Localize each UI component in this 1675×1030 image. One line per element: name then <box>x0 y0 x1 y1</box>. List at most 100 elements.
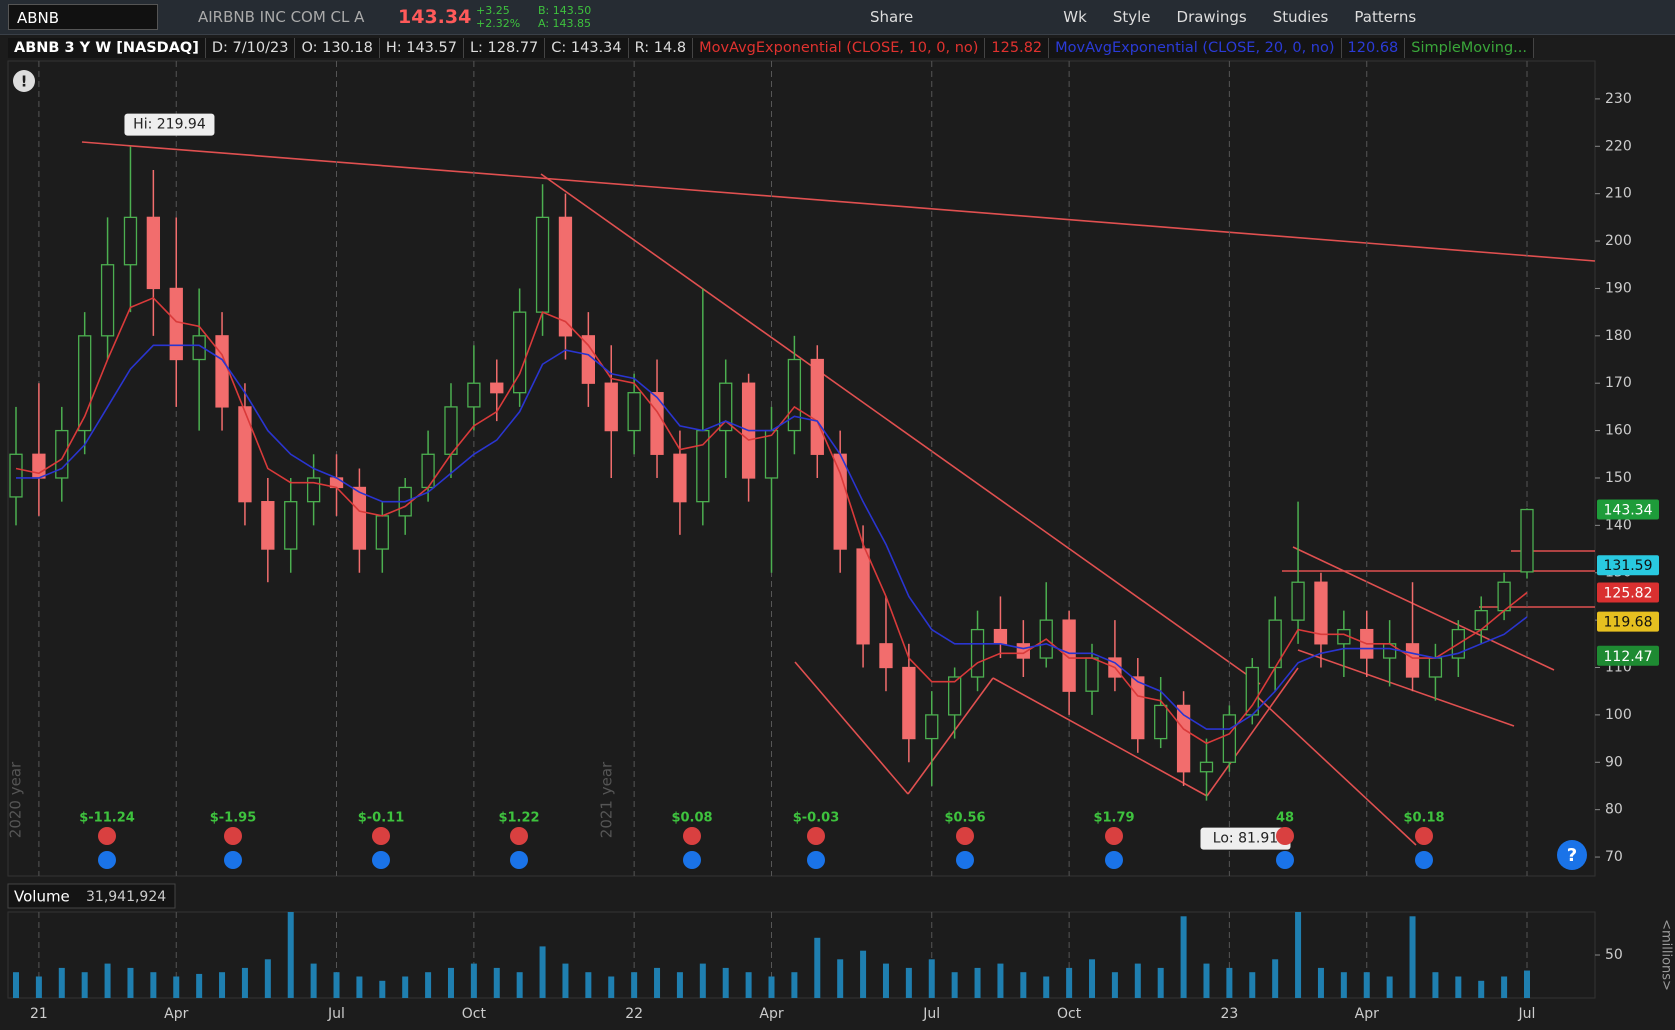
volume-bar <box>905 967 912 998</box>
volume-bar <box>676 972 683 998</box>
price-badge <box>1597 555 1659 576</box>
candle-body <box>627 392 641 432</box>
earnings-icon <box>683 827 701 845</box>
price-badge-label: 119.68 <box>1604 615 1653 631</box>
volume-bar <box>1455 976 1462 998</box>
help-icon: ? <box>1567 845 1577 866</box>
volume-bar <box>447 967 454 998</box>
candle-body <box>192 335 206 361</box>
earnings-icon <box>956 827 974 845</box>
candle-body <box>55 429 69 479</box>
study-label[interactable]: MovAvgExponential (CLOSE, 20, 0, no) <box>1049 38 1342 58</box>
candle-body <box>398 486 412 517</box>
volume-last: 31,941,924 <box>86 889 166 905</box>
open: O: 130.18 <box>295 38 380 58</box>
candle-body <box>948 676 962 716</box>
toolbar-button[interactable]: Drawings <box>1176 8 1247 26</box>
last-price: 143.34 <box>398 6 472 28</box>
volume-bar <box>13 972 19 998</box>
candle-body <box>1245 666 1259 716</box>
volume-header-box <box>7 883 176 909</box>
volume-bar <box>860 950 867 998</box>
candle-body <box>238 406 252 503</box>
candle-body <box>444 406 458 455</box>
volume-bar <box>356 976 363 998</box>
volume-bar <box>1226 967 1233 998</box>
candle-body <box>261 501 275 550</box>
volume-bar <box>1432 972 1439 998</box>
volume-bar <box>173 976 180 998</box>
x-tick-label: Apr <box>759 1006 783 1022</box>
help-button[interactable] <box>1557 840 1587 870</box>
earnings-icon <box>807 827 825 845</box>
annotation: Hi: 219.94 <box>133 117 206 133</box>
change-pct: +2.32% <box>476 17 521 30</box>
volume-bar <box>219 972 226 998</box>
volume-bar <box>654 967 661 998</box>
price-badge <box>1597 582 1659 603</box>
change: +3.25 <box>476 4 510 17</box>
earnings-label: $-11.24 <box>79 811 135 826</box>
candle-body <box>1428 657 1443 678</box>
symbol-input[interactable]: ABNB <box>8 4 158 30</box>
price-badge <box>1597 611 1659 632</box>
study-value: 125.82 <box>985 38 1050 58</box>
candle-body <box>902 666 916 740</box>
dividend-icon <box>98 851 116 869</box>
dividend-icon <box>1105 851 1123 869</box>
volume-bar <box>1249 972 1256 998</box>
earnings-label: $-0.03 <box>793 811 840 826</box>
candle-body <box>879 643 893 669</box>
toolbar-button[interactable]: Wk <box>1063 8 1087 26</box>
moving-average <box>16 344 1528 730</box>
y-tick-label: 120 <box>1605 612 1632 628</box>
chart-title: ABNB 3 Y W [NASDAQ] <box>8 38 206 58</box>
year-label: 2020 year <box>7 761 25 838</box>
y-tick-label: 170 <box>1605 375 1632 391</box>
x-tick-label: Apr <box>1355 1006 1379 1022</box>
y-tick-label: 140 <box>1605 517 1632 533</box>
volume-bar <box>1386 976 1393 998</box>
candle-body <box>719 382 733 432</box>
dividend-icon <box>224 851 242 869</box>
volume-bar <box>837 959 844 998</box>
volume-bar <box>1363 972 1370 998</box>
study-label[interactable]: MovAvgExponential (CLOSE, 10, 0, no) <box>693 38 986 58</box>
volume-bar <box>1157 967 1164 998</box>
volume-bar <box>516 972 523 998</box>
volume-bar <box>699 963 706 998</box>
trendlines <box>81 141 1596 846</box>
y-tick-label: 90 <box>1605 754 1623 770</box>
x-tick-label: Oct <box>462 1006 487 1022</box>
volume-bar <box>58 967 65 998</box>
candle-body <box>284 501 298 550</box>
candle-body <box>741 382 756 479</box>
toolbar-button[interactable]: Patterns <box>1354 8 1417 26</box>
volume-bar <box>104 963 111 998</box>
alert-icon[interactable] <box>13 70 35 92</box>
candle-body <box>421 453 435 489</box>
candle-body <box>306 477 321 503</box>
year-label: 2021 year <box>598 761 616 838</box>
candle-body <box>1314 581 1328 645</box>
volume-bar <box>1501 976 1508 998</box>
volume-bar <box>1272 959 1279 998</box>
candle-body <box>650 392 664 455</box>
study-label[interactable]: SimpleMoving... <box>1405 38 1535 58</box>
range: R: 14.8 <box>628 38 694 58</box>
candle-body <box>123 216 138 266</box>
toolbar-button[interactable]: Studies <box>1272 8 1329 26</box>
volume-bar <box>631 972 638 998</box>
toolbar-button[interactable]: Style <box>1112 8 1151 26</box>
volume-bar <box>1203 963 1210 998</box>
trendline <box>81 141 1596 262</box>
volume-bar <box>1111 972 1118 998</box>
toolbar-button[interactable]: Share <box>870 8 914 26</box>
dividend-icon <box>683 851 701 869</box>
candle-body <box>1360 628 1374 659</box>
price-badge-label: 131.59 <box>1604 558 1653 574</box>
y-tick-label: 160 <box>1605 423 1632 439</box>
y-tick-label: 190 <box>1605 280 1632 296</box>
candle-body <box>329 477 344 489</box>
volume-bar <box>562 963 569 998</box>
